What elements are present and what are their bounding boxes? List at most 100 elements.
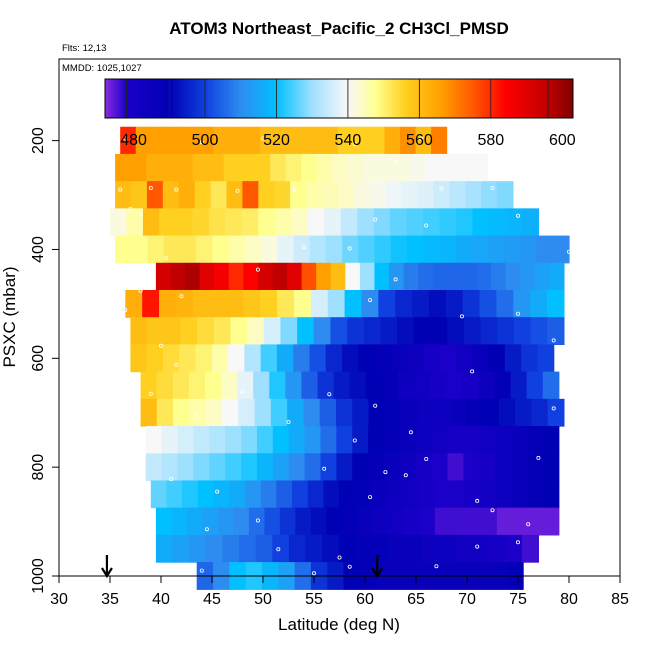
sample-marker bbox=[179, 294, 184, 299]
sample-marker bbox=[138, 288, 143, 293]
heatmap-cell bbox=[208, 153, 225, 182]
sample-marker bbox=[393, 277, 398, 282]
heatmap-cell bbox=[170, 262, 186, 291]
heatmap-cell bbox=[439, 208, 457, 237]
heatmap-cell bbox=[217, 507, 234, 536]
heatmap-cells bbox=[110, 126, 570, 590]
colorbar-segment bbox=[339, 79, 343, 118]
colorbar-segment bbox=[470, 79, 474, 118]
colorbar-segment bbox=[248, 79, 253, 118]
heatmap-cell bbox=[221, 371, 238, 400]
heatmap-cell bbox=[162, 344, 180, 373]
heatmap-cell bbox=[461, 262, 478, 291]
sample-marker bbox=[419, 136, 424, 141]
heatmap-cell bbox=[378, 289, 396, 318]
heatmap-cell bbox=[264, 507, 281, 536]
colorbar-tick-label: 520 bbox=[263, 132, 290, 149]
heatmap-cell bbox=[537, 344, 555, 373]
heatmap-cell bbox=[150, 480, 168, 509]
heatmap-cell bbox=[403, 262, 419, 291]
heatmap-cell bbox=[384, 398, 402, 427]
heatmap-cell bbox=[225, 453, 242, 482]
sample-marker bbox=[169, 477, 174, 482]
colorbar-segment bbox=[282, 79, 287, 118]
heatmap-cell bbox=[330, 262, 346, 291]
colorbar-segment bbox=[426, 79, 430, 118]
heatmap-cell bbox=[471, 235, 489, 264]
heatmap-cell bbox=[226, 289, 244, 318]
heatmap-cell bbox=[421, 534, 440, 563]
heatmap-cell bbox=[542, 453, 560, 482]
heatmap-cell bbox=[439, 344, 457, 373]
heatmap-cell bbox=[342, 344, 359, 373]
colorbar-segment bbox=[170, 79, 175, 118]
heatmap-cell bbox=[355, 534, 373, 563]
colorbar-segment bbox=[563, 79, 568, 118]
heatmap-cell bbox=[209, 453, 226, 482]
sample-marker bbox=[240, 389, 245, 394]
heatmap-cell bbox=[353, 181, 371, 209]
heatmap-cell bbox=[388, 507, 405, 536]
heatmap-cell bbox=[171, 507, 188, 536]
heatmap-cell bbox=[115, 181, 132, 209]
heatmap-cell bbox=[291, 208, 309, 237]
heatmap-cell bbox=[463, 453, 480, 482]
heatmap-cell bbox=[131, 181, 148, 209]
heatmap-cell bbox=[274, 181, 291, 209]
heatmap-cell bbox=[513, 317, 532, 346]
colorbar-segment bbox=[351, 79, 356, 118]
heatmap-cell bbox=[146, 153, 163, 182]
heatmap-cell bbox=[335, 398, 353, 427]
heatmap-cell bbox=[405, 534, 423, 563]
heatmap-cell bbox=[316, 153, 333, 182]
heatmap-cell bbox=[438, 534, 456, 563]
heatmap-cell bbox=[512, 507, 529, 536]
heatmap-cell bbox=[225, 426, 242, 454]
colorbar-segment bbox=[285, 79, 290, 118]
heatmap-cell bbox=[243, 262, 259, 291]
x-tick-label: 30 bbox=[50, 591, 68, 608]
x-tick-label: 70 bbox=[458, 591, 476, 608]
heatmap-cell bbox=[280, 317, 298, 346]
heatmap-cell bbox=[511, 453, 528, 482]
colorbar-segment bbox=[251, 79, 256, 118]
heatmap-cell bbox=[515, 398, 532, 427]
colorbar-segment bbox=[326, 79, 331, 118]
colorbar-segment bbox=[392, 79, 396, 118]
colorbar-segment bbox=[560, 79, 565, 118]
heatmap-cell bbox=[155, 507, 172, 536]
heatmap-cell bbox=[297, 317, 315, 346]
heatmap-cell bbox=[446, 371, 463, 400]
heatmap-cell bbox=[326, 507, 343, 536]
sample-marker bbox=[475, 498, 480, 503]
colorbar-segment bbox=[554, 79, 558, 118]
colorbar-segment bbox=[457, 79, 462, 118]
colorbar-segment bbox=[270, 79, 274, 118]
colorbar-segment bbox=[510, 79, 515, 118]
heatmap-cell bbox=[135, 126, 152, 155]
heatmap-cell bbox=[175, 289, 194, 318]
colorbar-segment bbox=[114, 79, 118, 118]
heatmap-cell bbox=[471, 534, 490, 563]
heatmap-cell bbox=[260, 289, 278, 318]
heatmap-cell bbox=[430, 317, 448, 346]
heatmap-cell bbox=[321, 181, 339, 209]
arrow-head bbox=[371, 567, 384, 579]
heatmap-cell bbox=[272, 262, 288, 291]
chart-title: ATOM3 Northeast_Pacific_2 CH3Cl_PMSD bbox=[169, 19, 508, 38]
heatmap-cell bbox=[275, 126, 292, 155]
heatmap-cell bbox=[142, 208, 161, 237]
colorbar-segment bbox=[273, 79, 278, 118]
heatmap-cell bbox=[260, 480, 277, 509]
colorbar-segment bbox=[370, 79, 374, 118]
heatmap-cell bbox=[431, 426, 449, 454]
colorbar-tick-label: 500 bbox=[192, 132, 219, 149]
heatmap-cell bbox=[161, 153, 178, 182]
heatmap-cell bbox=[155, 262, 172, 291]
heatmap-cell bbox=[336, 453, 353, 482]
heatmap-cell bbox=[407, 344, 425, 373]
heatmap-cell bbox=[520, 262, 536, 291]
heatmap-cell bbox=[247, 317, 265, 346]
colorbar-segment bbox=[226, 79, 231, 118]
heatmap-cell bbox=[288, 426, 306, 454]
